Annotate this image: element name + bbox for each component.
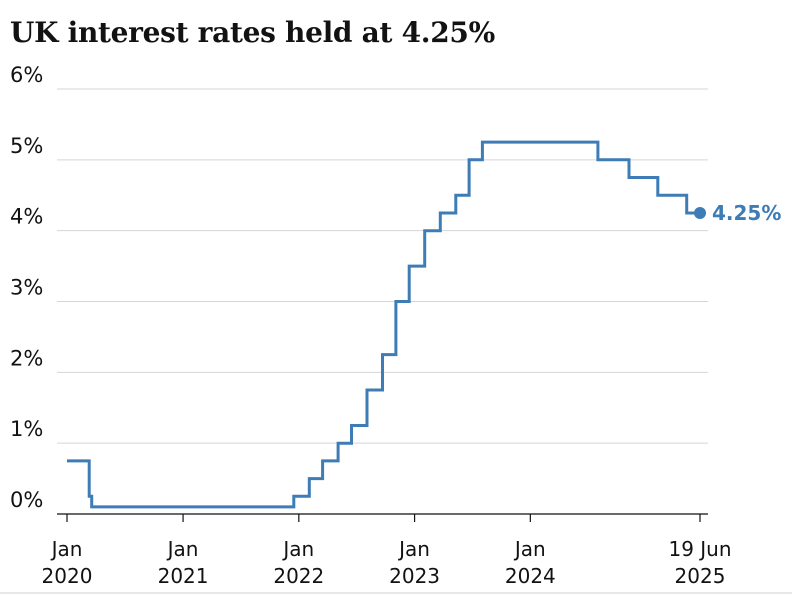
x-tick-label: Jan 2020 [42,537,93,588]
latest-rate-point [694,206,706,219]
y-tick-label: 3% [10,276,43,300]
y-tick-label: 4% [10,205,43,229]
interest-rate-line [67,140,700,509]
x-tick-label: Jan 2024 [505,537,556,588]
series-layer: 4.25% [67,140,781,509]
x-tick-label: Jan 2022 [273,537,324,588]
y-tick-label: 2% [10,346,43,370]
y-tick-label: 0% [10,488,43,512]
latest-rate-label: 4.25% [712,201,781,225]
y-tick-label: 1% [10,417,43,441]
x-tick-label: Jan 2023 [389,537,440,588]
y-axis-labels: 0% 1% 2% 3% 4% 5% 6% [10,63,43,512]
x-axis [57,513,708,522]
x-tick-label: Jan 2021 [158,537,209,588]
x-axis-labels: Jan 2020 Jan 2021 Jan 2022 Jan 2023 Jan 2024 19 Ju… [42,537,732,588]
chart-title: UK interest rates held at 4.25% [10,16,495,49]
x-tick-label: 19 Jun 2025 [668,537,731,588]
y-tick-label: 5% [10,134,43,158]
y-tick-label: 6% [10,63,43,87]
